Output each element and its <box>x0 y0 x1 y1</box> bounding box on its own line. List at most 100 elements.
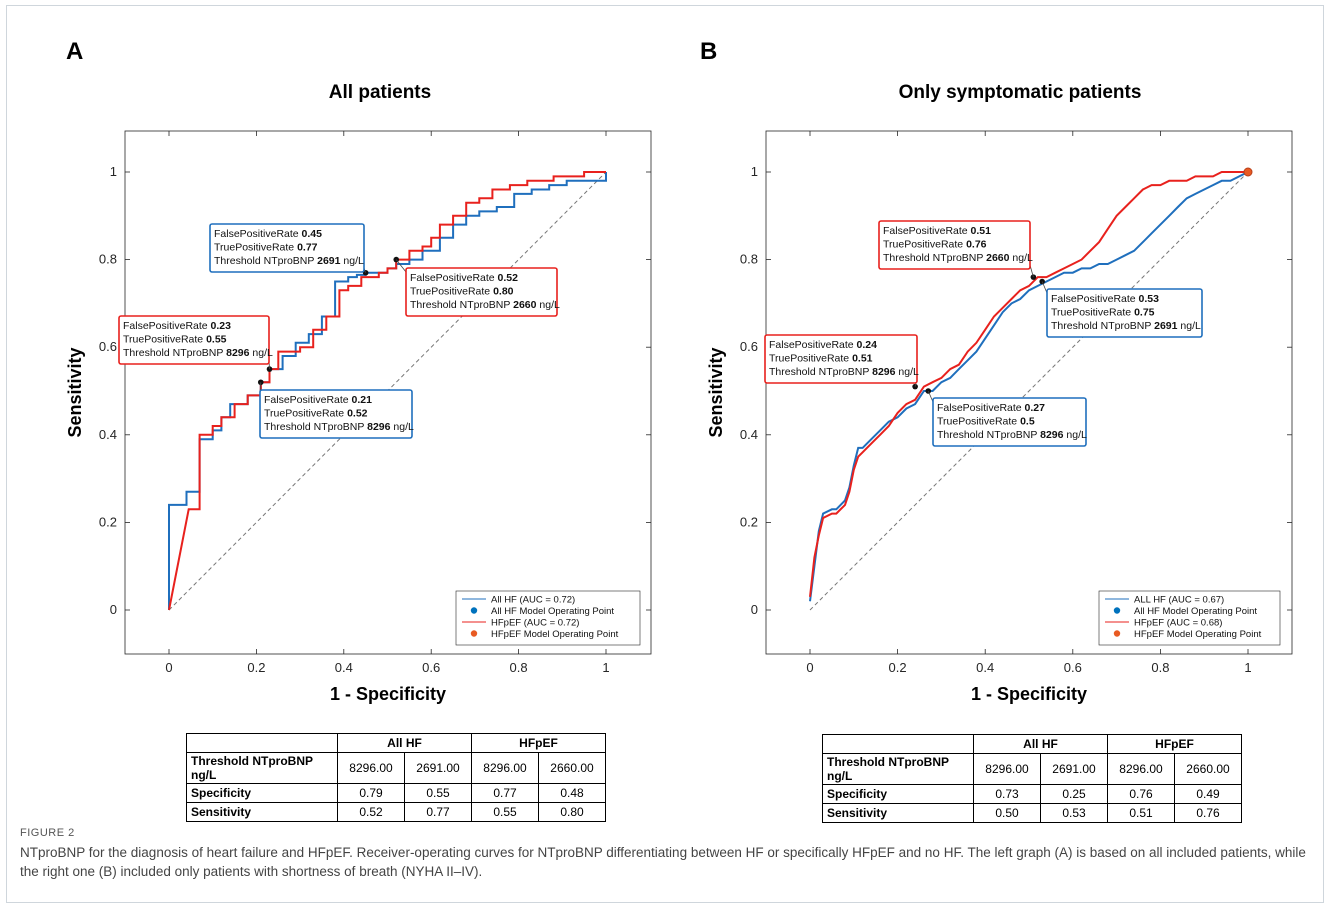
table-cell: 0.50 <box>973 803 1041 823</box>
panel-a-letter: A <box>66 38 84 65</box>
table-row-label: Specificity <box>186 783 338 803</box>
annotation-text: Threshold NTproBNP 8296 ng/L <box>264 421 414 433</box>
hfpef-roc-line <box>809 171 1248 598</box>
x-tick-label: 0 <box>806 660 813 675</box>
figure-label: FIGURE 2 <box>20 827 75 839</box>
y-tick-label: 1 <box>751 164 758 179</box>
y-tick-label: 0.2 <box>99 514 117 529</box>
annotation-text: Threshold NTproBNP 8296 ng/L <box>123 347 273 359</box>
group-hfpef: HFpEF <box>1107 734 1242 754</box>
group-all-hf: All HF <box>973 734 1108 754</box>
y-axis-label: Sensitivity <box>706 347 726 437</box>
x-tick-label: 0.2 <box>247 660 265 675</box>
table-cell: 0.52 <box>337 802 405 822</box>
x-tick-label: 0.4 <box>335 660 353 675</box>
y-tick-label: 1 <box>110 164 117 179</box>
annotation-leader-line <box>395 259 407 273</box>
x-axis-label: 1 - Specificity <box>330 684 446 704</box>
table-cell: 0.53 <box>1040 803 1108 823</box>
annotation-text: TruePositiveRate 0.80 <box>410 286 514 298</box>
annotation-text: TruePositiveRate 0.51 <box>769 353 873 365</box>
annotation-box <box>1046 288 1203 338</box>
annotation-text: FalsePositiveRate 0.24 <box>769 339 877 351</box>
x-tick-label: 0.8 <box>510 660 528 675</box>
operating-point-annotation: FalsePositiveRate 0.24 TruePositiveRate 0… <box>764 334 919 387</box>
annotation-text: Threshold NTproBNP 8296 ng/L <box>769 366 919 378</box>
annotation-text: FalsePositiveRate 0.51 <box>883 225 991 237</box>
y-axis-label: Sensitivity <box>65 347 85 437</box>
y-tick-label: 0.4 <box>99 427 117 442</box>
panel-a-summary-table: All HF HFpEF Threshold NTproBNP ng/L 8296… <box>186 733 606 822</box>
table-cell: 0.76 <box>1174 803 1242 823</box>
operating-point <box>257 379 264 386</box>
legend-box <box>1098 590 1281 646</box>
y-tick-label: 0.6 <box>99 339 117 354</box>
operating-point-annotation: FalsePositiveRate 0.23 TruePositiveRate 0… <box>118 315 273 370</box>
chart-legend: ALL HF (AUC = 0.67)All HF Model Operatin… <box>1098 590 1281 646</box>
annotation-text: FalsePositiveRate 0.27 <box>937 402 1045 414</box>
x-axis-label: 1 - Specificity <box>971 684 1087 704</box>
table-row-label: Sensitivity <box>822 803 974 823</box>
annotation-box <box>405 267 558 317</box>
table-cell: 0.76 <box>1107 784 1175 804</box>
panel-a-title: All patients <box>328 82 432 103</box>
annotation-box <box>209 223 365 273</box>
table-cell: 0.49 <box>1174 784 1242 804</box>
legend-label: HFpEF Model Operating Point <box>491 629 619 640</box>
annotation-text: TruePositiveRate 0.75 <box>1051 307 1155 319</box>
panel-b-summary-table: All HF HFpEF Threshold NTproBNP ng/L 8296… <box>822 734 1242 823</box>
annotation-text: FalsePositiveRate 0.23 <box>123 320 231 332</box>
annotation-text: FalsePositiveRate 0.53 <box>1051 293 1159 305</box>
legend-dot-swatch <box>470 607 478 614</box>
annotation-text: FalsePositiveRate 0.45 <box>214 228 322 240</box>
legend-label: HFpEF (AUC = 0.72) <box>491 618 579 629</box>
table-cell: 2660.00 <box>1174 753 1242 785</box>
table-cell: 8296.00 <box>471 752 539 784</box>
table-cell: 0.77 <box>404 802 472 822</box>
table-cell: 0.51 <box>1107 803 1175 823</box>
table-group-header: All HF HFpEF <box>822 734 1242 754</box>
annotation-leader-line <box>1041 281 1048 294</box>
hfpef-roc-line <box>168 171 606 611</box>
annotation-text: TruePositiveRate 0.76 <box>883 239 987 251</box>
operating-point-annotation: FalsePositiveRate 0.53 TruePositiveRate 0… <box>1041 281 1203 338</box>
y-tick-label: 0.6 <box>740 339 758 354</box>
empty-header-cell <box>822 734 974 754</box>
legend-label: HFpEF (AUC = 0.68) <box>1134 618 1222 629</box>
x-tick-label: 1 <box>1244 660 1251 675</box>
table-cell: 2691.00 <box>1040 753 1108 785</box>
x-tick-label: 1 <box>602 660 609 675</box>
table-cell: 0.25 <box>1040 784 1108 804</box>
legend-label: All HF Model Operating Point <box>491 606 614 617</box>
table-row: Specificity 0.73 0.25 0.76 0.49 <box>822 784 1242 804</box>
legend-label: All HF Model Operating Point <box>1134 606 1257 617</box>
table-cell: 0.79 <box>337 783 405 803</box>
operating-point-annotation: FalsePositiveRate 0.52 TruePositiveRate 0… <box>395 259 560 317</box>
y-tick-label: 0 <box>751 602 758 617</box>
all-hf-roc-line <box>809 171 1249 602</box>
operating-point-annotation: FalsePositiveRate 0.21 TruePositiveRate 0… <box>259 382 414 439</box>
table-row-label: Sensitivity <box>186 802 338 822</box>
legend-label: ALL HF (AUC = 0.67) <box>1134 595 1224 606</box>
operating-point-annotation: FalsePositiveRate 0.51 TruePositiveRate 0… <box>878 220 1034 278</box>
table-cell: 8296.00 <box>337 752 405 784</box>
annotation-box <box>259 389 413 439</box>
x-tick-label: 0.6 <box>422 660 440 675</box>
y-tick-label: 0 <box>110 602 117 617</box>
all-hf-roc-line <box>168 172 607 610</box>
table-cell: 8296.00 <box>973 753 1041 785</box>
operating-point <box>266 366 273 372</box>
operating-point-annotation: FalsePositiveRate 0.45 TruePositiveRate 0… <box>209 223 367 273</box>
legend-dot-swatch <box>1113 630 1121 637</box>
annotation-text: Threshold NTproBNP 2660 ng/L <box>883 252 1033 264</box>
legend-dot-swatch <box>1113 607 1121 614</box>
table-row-label: Specificity <box>822 784 974 804</box>
table-row: Threshold NTproBNP ng/L 8296.00 2691.00 829… <box>186 752 606 784</box>
annotation-box <box>118 315 270 365</box>
table-row: Specificity 0.79 0.55 0.77 0.48 <box>186 783 606 803</box>
x-tick-label: 0.6 <box>1064 660 1082 675</box>
panel-b-letter: B <box>700 38 718 65</box>
x-tick-label: 0.8 <box>1151 660 1169 675</box>
figure-caption: NTproBNP for the diagnosis of heart fail… <box>20 845 1306 879</box>
